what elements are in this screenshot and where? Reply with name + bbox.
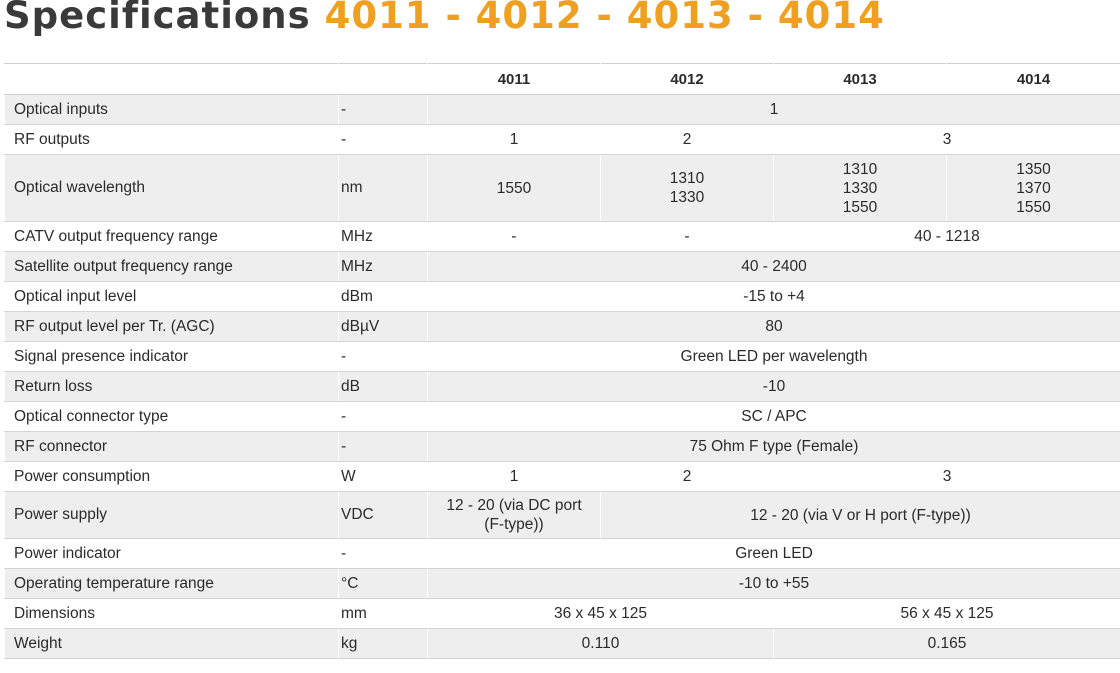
value-all: -15 to +4 <box>427 281 1120 312</box>
value-4012: 2 <box>600 461 774 492</box>
value-4013-4014: 40 - 1218 <box>773 221 1120 252</box>
value-4012: - <box>600 221 774 252</box>
param-name: RF output level per Tr. (AGC) <box>4 311 339 342</box>
page-title: Specifications 4011 - 4012 - 4013 - 4014 <box>4 0 885 42</box>
row-satellite-frequency: Satellite output frequency range MHz 40 … <box>4 251 1120 282</box>
row-operating-temperature: Operating temperature range °C -10 to +5… <box>4 568 1120 599</box>
value-4012-4014: 12 - 20 (via V or H port (F-type)) <box>600 491 1120 539</box>
value-all: Green LED per wavelength <box>427 341 1120 372</box>
param-unit: - <box>338 431 428 462</box>
value-all: 1 <box>427 94 1120 125</box>
value-4012: 1310 1330 <box>600 154 774 222</box>
param-name: Weight <box>4 628 339 659</box>
param-unit: MHz <box>338 251 428 282</box>
row-rf-output-level: RF output level per Tr. (AGC) dBµV 80 <box>4 311 1120 342</box>
param-name: Optical input level <box>4 281 339 312</box>
value-all: 75 Ohm F type (Female) <box>427 431 1120 462</box>
param-unit: - <box>338 401 428 432</box>
specifications-table: 4011 4012 4013 4014 Optical inputs - 1 R… <box>4 63 1120 659</box>
param-unit: MHz <box>338 221 428 252</box>
param-unit: - <box>338 341 428 372</box>
param-unit: dBm <box>338 281 428 312</box>
value-4011: - <box>427 221 601 252</box>
row-power-supply: Power supply VDC 12 - 20 (via DC port (F… <box>4 491 1120 539</box>
param-name: Power supply <box>4 491 339 539</box>
param-unit: - <box>338 124 428 155</box>
param-unit: nm <box>338 154 428 222</box>
header-name-cell <box>4 63 339 95</box>
param-unit: - <box>338 538 428 569</box>
row-dimensions: Dimensions mm 36 x 45 x 125 56 x 45 x 12… <box>4 598 1120 629</box>
value-4014: 1350 1370 1550 <box>946 154 1120 222</box>
param-name: Operating temperature range <box>4 568 339 599</box>
param-name: Optical connector type <box>4 401 339 432</box>
param-name: Dimensions <box>4 598 339 629</box>
value-all: SC / APC <box>427 401 1120 432</box>
param-unit: - <box>338 94 428 125</box>
value-all: -10 <box>427 371 1120 402</box>
param-unit: °C <box>338 568 428 599</box>
value-4013-4014: 0.165 <box>773 628 1120 659</box>
header-model-4013: 4013 <box>773 63 947 95</box>
param-name: Return loss <box>4 371 339 402</box>
row-optical-connector: Optical connector type - SC / APC <box>4 401 1120 432</box>
row-optical-input-level: Optical input level dBm -15 to +4 <box>4 281 1120 312</box>
value-4011: 1 <box>427 124 601 155</box>
value-all: -10 to +55 <box>427 568 1120 599</box>
param-unit: W <box>338 461 428 492</box>
title-prefix: Specifications <box>4 0 311 37</box>
header-model-4012: 4012 <box>600 63 774 95</box>
row-signal-presence: Signal presence indicator - Green LED pe… <box>4 341 1120 372</box>
param-name: Satellite output frequency range <box>4 251 339 282</box>
row-optical-inputs: Optical inputs - 1 <box>4 94 1120 125</box>
value-4011-4012: 36 x 45 x 125 <box>427 598 774 629</box>
row-power-indicator: Power indicator - Green LED <box>4 538 1120 569</box>
param-unit: kg <box>338 628 428 659</box>
title-models: 4011 - 4012 - 4013 - 4014 <box>324 0 885 37</box>
param-name: Optical inputs <box>4 94 339 125</box>
row-return-loss: Return loss dB -10 <box>4 371 1120 402</box>
value-4013-4014: 3 <box>773 461 1120 492</box>
row-weight: Weight kg 0.110 0.165 <box>4 628 1120 659</box>
param-unit: mm <box>338 598 428 629</box>
header-model-4014: 4014 <box>946 63 1120 95</box>
param-unit: VDC <box>338 491 428 539</box>
value-4013-4014: 56 x 45 x 125 <box>773 598 1120 629</box>
header-unit-cell <box>338 63 428 95</box>
param-name: Optical wavelength <box>4 154 339 222</box>
param-unit: dB <box>338 371 428 402</box>
header-model-4011: 4011 <box>427 63 601 95</box>
param-name: CATV output frequency range <box>4 221 339 252</box>
param-name: Signal presence indicator <box>4 341 339 372</box>
param-name: Power consumption <box>4 461 339 492</box>
row-rf-outputs: RF outputs - 1 2 3 <box>4 124 1120 155</box>
value-4011-4012: 0.110 <box>427 628 774 659</box>
row-catv-frequency: CATV output frequency range MHz - - 40 -… <box>4 221 1120 252</box>
value-4011: 12 - 20 (via DC port (F-type)) <box>427 491 601 539</box>
value-4011: 1550 <box>427 154 601 222</box>
param-name: RF connector <box>4 431 339 462</box>
value-4012: 2 <box>600 124 774 155</box>
value-4013-4014: 3 <box>773 124 1120 155</box>
value-4013: 1310 1330 1550 <box>773 154 947 222</box>
row-rf-connector: RF connector - 75 Ohm F type (Female) <box>4 431 1120 462</box>
row-optical-wavelength: Optical wavelength nm 1550 1310 1330 131… <box>4 154 1120 222</box>
header-row: 4011 4012 4013 4014 <box>4 63 1120 95</box>
row-power-consumption: Power consumption W 1 2 3 <box>4 461 1120 492</box>
value-all: 40 - 2400 <box>427 251 1120 282</box>
value-all: 80 <box>427 311 1120 342</box>
param-unit: dBµV <box>338 311 428 342</box>
value-4011: 1 <box>427 461 601 492</box>
value-all: Green LED <box>427 538 1120 569</box>
param-name: RF outputs <box>4 124 339 155</box>
param-name: Power indicator <box>4 538 339 569</box>
